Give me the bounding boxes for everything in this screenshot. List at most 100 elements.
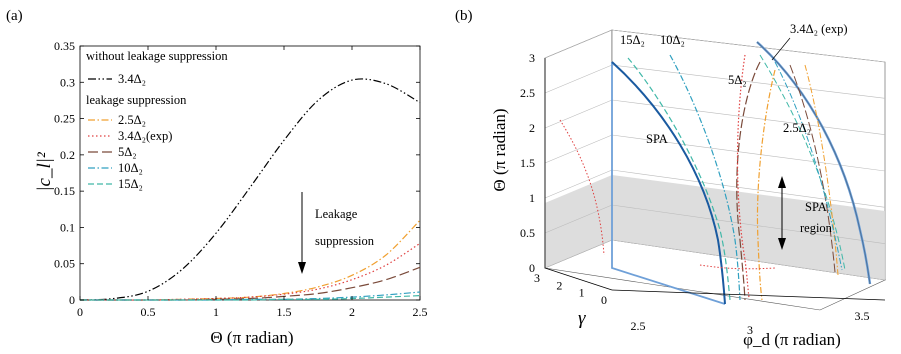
leakage-suppression-label-2: suppression: [315, 234, 375, 248]
spa-region-label-1: SPA: [805, 200, 827, 214]
y-tick-label: 0: [69, 293, 75, 307]
z-grid-left: [544, 99, 613, 129]
z-tick-label: 2: [529, 121, 535, 135]
series-line-0: [79, 78, 421, 301]
curve-15: [627, 57, 731, 301]
curve-5-projection-right: [789, 64, 836, 273]
legend-label: 3.4Δ₂(exp): [118, 129, 172, 143]
z-grid-right: [611, 29, 886, 63]
z-grid-right: [611, 99, 886, 135]
z-grid-left: [544, 134, 613, 164]
y3-tick-label: 0: [601, 293, 607, 307]
x3-tick-label: 2.5: [631, 319, 646, 333]
series-line-2: [79, 242, 421, 301]
plot-a-y-ticks: 0 0.05 0.1 0.15 0.2 0.25 0.3 0.35: [54, 39, 420, 307]
x-tick-label: 2: [349, 305, 355, 319]
curve-10: [669, 54, 741, 301]
panel-a-label: (a): [6, 8, 23, 24]
z-tick-label: 3: [529, 51, 535, 65]
z-grid-right: [611, 239, 886, 281]
plot-a-y-label: |c_l|²: [34, 152, 55, 192]
y-tick-label: 0.2: [60, 148, 75, 162]
curve-3-4-exp-projection-floor: [699, 264, 776, 270]
spa-region-arrowhead-top: [778, 176, 786, 188]
z-grid-right: [611, 169, 886, 208]
z-tick-label: 1.5: [520, 156, 535, 170]
legend-group-1-title: without leakage suppression: [86, 49, 228, 63]
curve-spa-projection-right-inner: [756, 41, 871, 285]
plot-b-z-ticks: 0 0.5 1 1.5 2 2.5 3: [520, 51, 535, 275]
curve-spa-frame: [611, 62, 726, 305]
panel-b-label: (b): [455, 8, 473, 24]
z-grid-left: [544, 204, 613, 234]
y-tick-label: 0.35: [54, 39, 75, 53]
plot-b-gridlines: [544, 29, 886, 281]
legend-label: 15Δ₂: [118, 177, 143, 191]
y3-tick-label: 2: [556, 278, 562, 292]
curve-spa: [611, 61, 726, 305]
z-grid-right: [611, 64, 886, 99]
plot-b-x-ticks: 2.5 3 3.5: [631, 309, 870, 337]
legend-label: 3.4Δ₂: [118, 72, 146, 86]
x3-tick-label: 3: [747, 323, 753, 337]
curve-label-15: 15Δ₂: [620, 33, 645, 47]
y-tick-label: 0.3: [60, 75, 75, 89]
plot-b-y-label: γ: [578, 308, 586, 329]
curve-label-exp-leader: [771, 37, 791, 61]
curve-2-5: [756, 69, 776, 301]
x-tick-label: 2.5: [413, 305, 428, 319]
curve-label-exp: 3.4Δ₂ (exp): [790, 22, 848, 36]
x-tick-label: 0: [77, 305, 83, 319]
y3-tick-label: 1: [579, 286, 585, 300]
spa-region-label-2: region: [800, 221, 833, 235]
x-tick-label: 1.5: [277, 305, 292, 319]
z-tick-label: 1: [529, 191, 535, 205]
plot-a-x-label: Θ (π radian): [210, 328, 293, 347]
series-line-1: [79, 219, 421, 301]
plot-a-x-ticks: 0 0.5 1 1.5 2 2.5: [77, 46, 428, 319]
leakage-suppression-label-1: Leakage: [315, 207, 358, 221]
plot-b-z-label: Θ (π radian): [490, 108, 509, 191]
spa-region-right-wall: [612, 175, 885, 280]
legend-label: 10Δ₂: [118, 161, 143, 175]
curve-label-5: 5Δ₂: [728, 73, 747, 87]
z-grid-left: [544, 64, 613, 94]
spa-region-left-wall: [545, 175, 612, 268]
z-tick-label: 0: [529, 261, 535, 275]
z-grid-right: [611, 204, 886, 244]
legend-label: 2.5Δ₂: [118, 113, 146, 127]
plot-b-x-label: φ_d (π radian): [743, 330, 841, 349]
z-tick-label: 2.5: [520, 86, 535, 100]
y-tick-label: 0.05: [54, 257, 75, 271]
plot-a-series: [79, 78, 421, 301]
leakage-suppression-arrowhead: [298, 262, 306, 274]
plot-a-frame: [79, 45, 421, 301]
z-tick-label: 0.5: [520, 226, 535, 240]
series-line-3: [79, 266, 421, 301]
curve-2-5-projection-right: [804, 64, 839, 276]
legend-label: 5Δ₂: [118, 145, 137, 159]
curve-10-projection-right: [774, 61, 843, 271]
axis-x: [611, 289, 886, 301]
series-line-5: [79, 295, 421, 301]
plot-b-series: [559, 41, 872, 305]
curve-label-spa: SPA: [646, 132, 668, 146]
y-tick-label: 0.25: [54, 112, 75, 126]
plot-b-y-ticks: 0 1 2 3: [534, 271, 607, 307]
curve-label-10: 10Δ₂: [660, 33, 685, 47]
curve-15-projection-right: [759, 54, 846, 271]
axis-y: [544, 267, 613, 291]
x-tick-label: 0.5: [141, 305, 156, 319]
spa-region-arrowhead-bottom: [778, 238, 786, 250]
curve-label-2-5: 2.5Δ₂: [783, 121, 811, 135]
y-tick-label: 0.15: [54, 184, 75, 198]
y3-tick-label: 3: [534, 271, 540, 285]
x3-tick-label: 3.5: [855, 309, 870, 323]
z-grid-left: [544, 239, 613, 269]
x-tick-label: 1: [213, 305, 219, 319]
y-tick-label: 0.1: [60, 220, 75, 234]
curve-5: [736, 61, 761, 301]
z-grid-left: [544, 29, 613, 59]
plot-a-legend: 3.4Δ₂ 2.5Δ₂ 3.4Δ₂(exp) 5Δ₂ 10Δ₂ 15Δ₂: [88, 72, 172, 191]
